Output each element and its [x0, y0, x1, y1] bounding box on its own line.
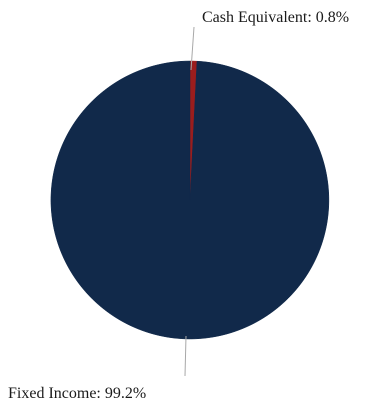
label-cash-equivalent: Cash Equivalent: 0.8%: [202, 9, 349, 26]
pie-slices: [50, 60, 330, 340]
leader-line-cash-equivalent: [190, 26, 195, 71]
pie-slice-fixed-income: [50, 60, 330, 340]
leader-line-fixed-income: [184, 335, 187, 377]
label-fixed-income: Fixed Income: 99.2%: [8, 385, 146, 402]
